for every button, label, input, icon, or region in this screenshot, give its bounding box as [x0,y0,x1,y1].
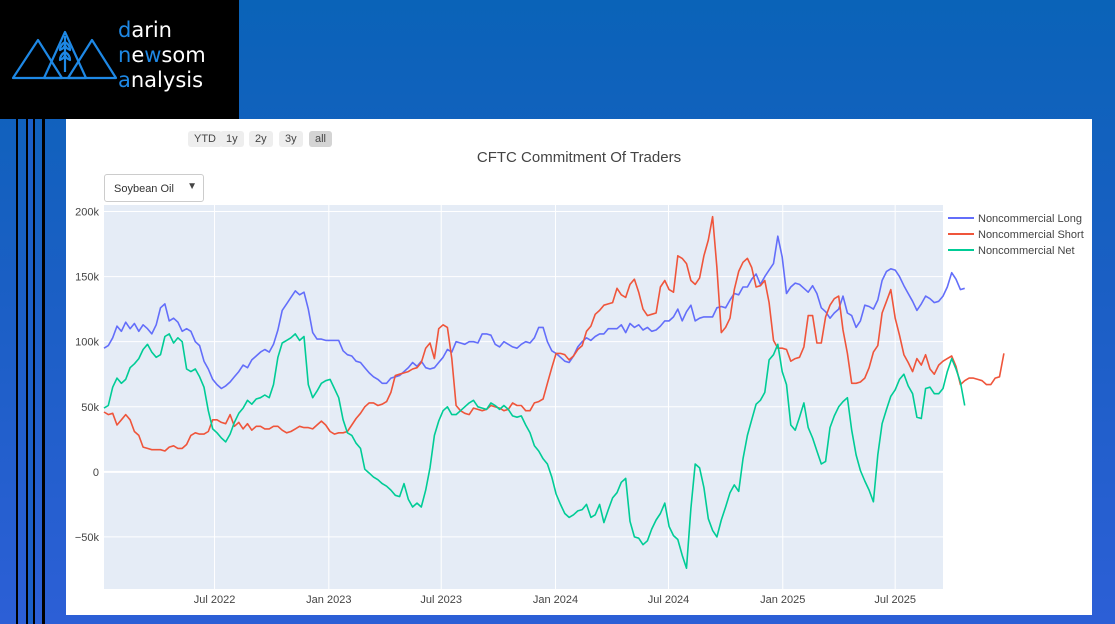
series-line-0 [103,235,965,390]
range-button-all[interactable]: all [309,131,333,147]
legend-label-1[interactable]: Noncommercial Short [978,229,1084,241]
x-tick-label: Jan 2024 [533,594,578,606]
x-tick-label: Jul 2022 [194,594,236,606]
x-tick-label: Jan 2025 [760,594,805,606]
range-button-2y[interactable]: 2y [249,131,273,147]
dropdown-selected-label: Soybean Oil [114,183,174,195]
logo-line-3: analysis [118,68,204,92]
x-tick-label: Jul 2024 [648,594,690,606]
logo-line-2: newsom [118,43,206,67]
plot-area [104,205,943,589]
cot-chart: 200k 150k 100k 50k 0 −50k Jul 2022 Jan 2023 Jul … [75,205,1084,606]
decorative-rails [16,119,45,624]
y-tick-label: 200k [75,207,99,219]
x-tick-label: Jul 2023 [420,594,462,606]
y-tick-label: −50k [75,532,100,544]
y-tick-label: 150k [75,272,99,284]
chart-panel: YTD 1y 2y 3y all CFTC Commitment Of Trad… [66,119,1092,615]
legend-label-2[interactable]: Noncommercial Net [978,245,1075,257]
wheat-mountains-logo-icon [11,30,118,80]
series-line-1 [103,215,1005,452]
range-button-ytd[interactable]: YTD [188,131,222,147]
commodity-dropdown[interactable]: Soybean Oil ▼ [104,174,204,202]
series-lines [103,215,1005,570]
logo-line-1: darin [118,18,172,42]
axis-labels: 200k 150k 100k 50k 0 −50k Jul 2022 Jan 2023 Jul … [75,207,916,606]
x-tick-label: Jul 2025 [874,594,916,606]
y-tick-label: 0 [93,467,99,479]
y-tick-label: 100k [75,337,99,349]
grid-lines [104,205,943,589]
y-tick-label: 50k [81,402,99,414]
x-tick-label: Jan 2023 [306,594,351,606]
legend: Noncommercial Long Noncommercial Short Non… [948,213,1084,257]
legend-label-0[interactable]: Noncommercial Long [978,213,1082,225]
logo-wordmark: darin newsom analysis [118,18,206,93]
logo-box: darin newsom analysis [0,0,239,119]
range-button-3y[interactable]: 3y [279,131,303,147]
series-line-2 [103,333,966,570]
range-button-1y[interactable]: 1y [220,131,244,147]
dropdown-arrow-icon: ▼ [187,181,197,192]
chart-title: CFTC Commitment Of Traders [476,149,682,166]
